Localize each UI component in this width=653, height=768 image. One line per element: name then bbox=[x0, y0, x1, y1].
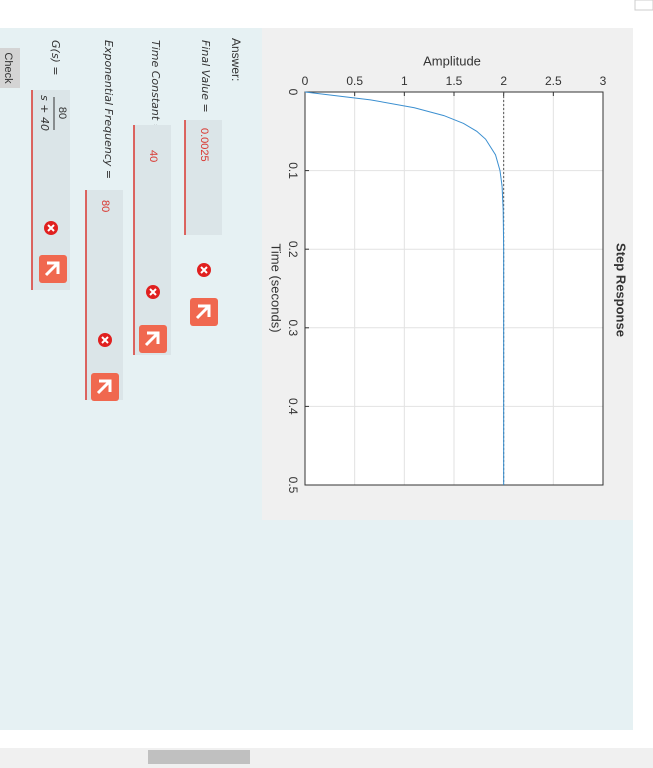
axes-box bbox=[304, 91, 604, 486]
y-tick-label: 2 bbox=[500, 74, 507, 88]
answer-input[interactable] bbox=[86, 190, 123, 400]
step-curve bbox=[304, 91, 505, 485]
x-tick-label: 0 bbox=[286, 89, 300, 96]
answer-value: 0.0025 bbox=[198, 128, 210, 162]
gs-denominator: s + 40 bbox=[38, 95, 51, 131]
x-tick-label: 0.2 bbox=[286, 241, 300, 258]
gs-label: G(s) = bbox=[49, 40, 62, 76]
feedback-button-icon[interactable] bbox=[195, 304, 211, 320]
y-tick-label: 0.5 bbox=[346, 74, 363, 88]
incorrect-icon-cross bbox=[200, 266, 208, 274]
feedback-button-icon[interactable] bbox=[96, 379, 112, 395]
field-label: Final Value = bbox=[199, 40, 212, 113]
field-label: Exponential Frequency = bbox=[102, 40, 115, 179]
y-tick-label: 2.5 bbox=[545, 74, 562, 88]
y-tick-label: 0 bbox=[302, 74, 309, 88]
incorrect-icon-cross bbox=[149, 288, 157, 296]
incorrect-icon-cross bbox=[101, 336, 109, 344]
gs-numerator: 80 bbox=[56, 107, 68, 119]
scrollbar-thumb[interactable] bbox=[148, 750, 250, 764]
field-label: Time Constant = bbox=[149, 40, 162, 133]
y-tick-label: 3 bbox=[600, 74, 607, 88]
x-tick-label: 0.4 bbox=[286, 398, 300, 415]
corner-box bbox=[634, 0, 653, 11]
chart-title: Step Response bbox=[614, 243, 629, 337]
feedback-button-icon[interactable] bbox=[44, 261, 60, 277]
answer-label: Answer: bbox=[229, 38, 243, 81]
answer-value: 40 bbox=[147, 150, 159, 162]
x-tick-label: 0.3 bbox=[286, 319, 300, 336]
y-axis-label: Amplitude bbox=[423, 53, 481, 68]
incorrect-icon-cross bbox=[47, 224, 55, 232]
answer-input[interactable] bbox=[32, 90, 70, 290]
y-tick-label: 1 bbox=[401, 74, 408, 88]
answer-value: 80 bbox=[99, 200, 111, 212]
x-axis-label: Time (seconds) bbox=[269, 243, 284, 332]
scrollbar[interactable] bbox=[0, 748, 653, 768]
check-button[interactable] bbox=[0, 48, 20, 88]
check-label[interactable]: Check bbox=[2, 52, 14, 84]
answer-input[interactable] bbox=[185, 120, 222, 235]
x-tick-label: 0.1 bbox=[286, 162, 300, 179]
x-tick-label: 0.5 bbox=[286, 477, 300, 494]
feedback-button-icon[interactable] bbox=[144, 331, 160, 347]
y-tick-label: 1.5 bbox=[446, 74, 463, 88]
answer-input[interactable] bbox=[134, 125, 171, 355]
